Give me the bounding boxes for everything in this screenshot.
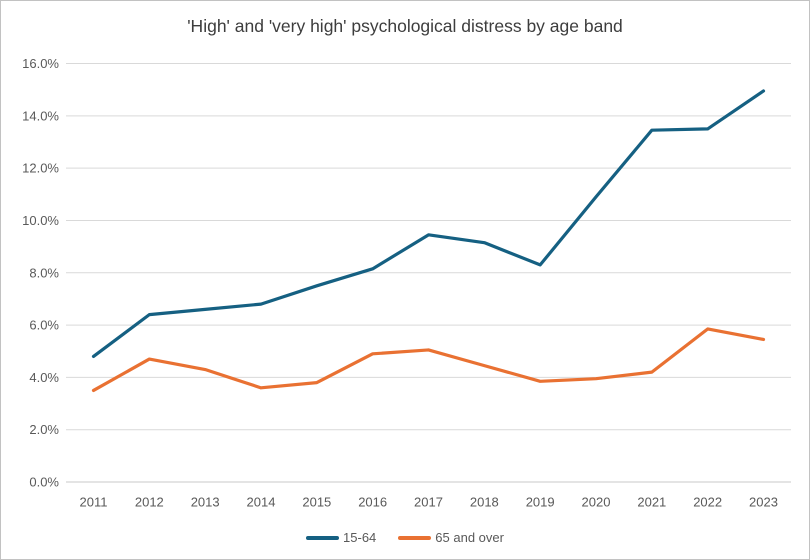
chart-title: 'High' and 'very high' psychological dis… [187, 16, 623, 36]
legend: 15-64 65 and over [1, 530, 809, 546]
x-tick-label: 2019 [526, 495, 555, 510]
x-tick-label: 2017 [414, 495, 443, 510]
x-tick-label: 2022 [693, 495, 722, 510]
y-tick-label: 6.0% [29, 318, 59, 333]
y-tick-label: 12.0% [22, 161, 59, 176]
x-tick-label: 2020 [582, 495, 611, 510]
x-tick-label: 2018 [470, 495, 499, 510]
x-tick-label: 2023 [749, 495, 778, 510]
series-line-65-and-over [91, 327, 766, 393]
y-tick-label: 14.0% [22, 108, 59, 123]
y-tick-label: 8.0% [29, 265, 59, 280]
legend-swatch [398, 536, 432, 540]
legend-label: 15-64 [343, 530, 377, 545]
legend-item-15-64: 15-64 [306, 530, 376, 546]
legend-item-65-and-over: 65 and over [398, 530, 504, 546]
x-tick-label: 2014 [247, 495, 276, 510]
series-line-15-64 [91, 89, 766, 359]
legend-swatch [306, 536, 340, 540]
y-tick-label: 2.0% [29, 422, 59, 437]
y-tick-label: 4.0% [29, 370, 59, 385]
x-tick-label: 2012 [135, 495, 164, 510]
y-tick-label: 10.0% [22, 213, 59, 228]
x-tick-label: 2011 [80, 495, 108, 510]
x-tick-label: 2015 [302, 495, 331, 510]
y-tick-label: 16.0% [22, 56, 59, 71]
x-tick-label: 2013 [191, 495, 220, 510]
y-tick-label: 0.0% [29, 475, 59, 490]
legend-label: 65 and over [435, 530, 504, 545]
x-tick-label: 2021 [637, 495, 666, 510]
x-tick-label: 2016 [358, 495, 387, 510]
